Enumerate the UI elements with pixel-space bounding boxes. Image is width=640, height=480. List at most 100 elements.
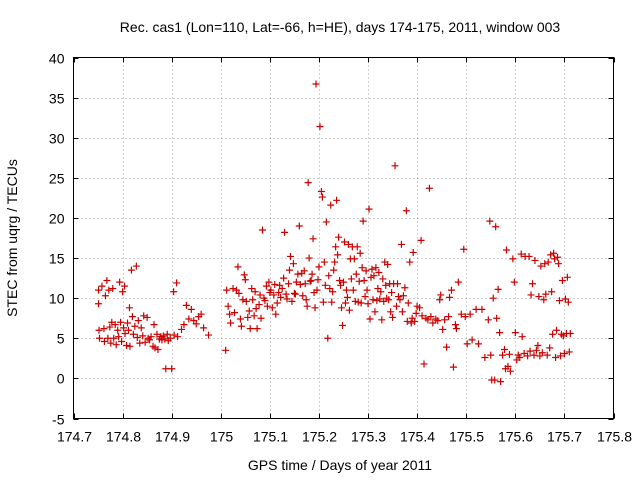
data-point <box>301 280 309 288</box>
data-point <box>147 333 155 341</box>
data-point <box>537 262 545 270</box>
data-point <box>331 258 339 266</box>
data-point <box>394 293 402 301</box>
data-point <box>565 348 573 356</box>
data-point <box>351 297 359 305</box>
data-point <box>377 288 385 296</box>
data-point <box>307 277 315 285</box>
data-point <box>556 297 563 305</box>
data-point <box>481 354 489 362</box>
data-point <box>388 289 396 297</box>
data-point <box>263 302 271 310</box>
data-point <box>109 285 117 293</box>
data-point <box>532 346 540 354</box>
data-point <box>253 325 261 333</box>
data-point <box>372 264 380 272</box>
data-point <box>192 320 200 328</box>
data-point <box>95 300 103 308</box>
data-point <box>412 309 420 317</box>
data-point <box>401 284 409 292</box>
data-point <box>546 344 554 352</box>
data-point <box>524 352 532 360</box>
data-point <box>272 310 280 318</box>
data-point <box>143 313 151 321</box>
data-point <box>441 316 449 324</box>
data-point <box>365 205 373 213</box>
data-point <box>185 315 193 323</box>
data-point <box>384 260 392 268</box>
data-point <box>360 277 368 285</box>
data-point <box>294 270 302 278</box>
data-point <box>318 193 326 201</box>
y-axis-label: STEC from uqrg / TECUs <box>4 159 20 317</box>
data-point <box>268 304 276 312</box>
data-point <box>96 334 104 342</box>
data-point <box>333 196 341 204</box>
data-point <box>342 286 350 294</box>
data-point <box>257 314 265 322</box>
data-point <box>349 286 357 294</box>
data-point <box>288 297 296 305</box>
y-tick-label: 35 <box>49 91 65 107</box>
data-point <box>120 324 128 332</box>
data-point <box>282 290 290 298</box>
data-point <box>468 336 476 344</box>
data-point <box>315 263 323 271</box>
data-point <box>451 321 459 329</box>
data-point <box>325 272 333 280</box>
data-point <box>314 276 322 284</box>
data-point <box>347 275 355 283</box>
data-point <box>370 272 378 280</box>
data-point <box>124 319 131 327</box>
data-point <box>411 317 419 325</box>
data-point <box>137 324 145 332</box>
data-point <box>478 305 486 313</box>
data-point <box>283 295 291 303</box>
data-point <box>101 292 109 300</box>
data-point <box>162 365 170 373</box>
data-point <box>286 252 294 260</box>
data-point <box>121 282 129 290</box>
data-point <box>129 330 137 338</box>
data-point <box>200 324 208 332</box>
data-point <box>163 330 171 338</box>
data-point <box>286 266 293 274</box>
y-tick-label: -5 <box>52 412 65 428</box>
data-point <box>566 329 574 337</box>
data-point <box>252 305 260 313</box>
data-point <box>505 350 513 358</box>
data-point <box>336 277 344 285</box>
data-point <box>544 258 552 266</box>
data-point <box>95 286 103 294</box>
data-point <box>417 236 425 244</box>
data-point <box>144 334 152 342</box>
data-point <box>399 292 407 300</box>
data-point <box>248 285 256 293</box>
y-tick-label: 30 <box>49 131 65 147</box>
data-point <box>564 298 572 306</box>
data-point <box>361 293 369 301</box>
data-point <box>454 278 462 286</box>
data-point <box>391 162 399 170</box>
data-point <box>501 346 509 354</box>
data-point <box>341 299 349 307</box>
data-point <box>124 326 132 334</box>
data-point <box>334 251 342 259</box>
data-point <box>154 346 162 354</box>
data-point <box>224 302 232 310</box>
data-point <box>100 325 108 333</box>
x-tick-label: 175.3 <box>351 429 386 445</box>
data-point <box>178 325 185 333</box>
grid-lines <box>73 57 614 419</box>
y-tick-label: 5 <box>57 331 65 347</box>
data-point <box>285 280 293 288</box>
data-point <box>556 352 564 360</box>
data-point <box>439 325 447 333</box>
data-point <box>487 351 495 359</box>
data-point <box>409 248 417 256</box>
data-point <box>436 296 444 304</box>
data-point <box>134 317 142 325</box>
data-point <box>530 351 538 359</box>
data-point <box>159 332 167 340</box>
